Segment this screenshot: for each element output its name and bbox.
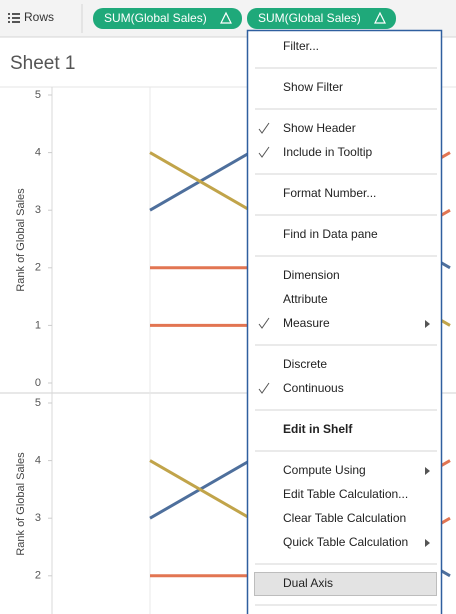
menu-item-label: Edit Table Calculation...: [283, 487, 408, 501]
menu-item[interactable]: Filter...: [283, 39, 319, 53]
menu-item-label: Compute Using: [283, 463, 366, 477]
submenu-arrow: [425, 320, 430, 328]
menu-item-label: Find in Data pane: [283, 227, 378, 241]
pill-background: [247, 8, 396, 29]
context-menu: Filter... Show Filter Show Header Include i…: [246, 29, 443, 614]
menu-item-label: Measure: [283, 316, 330, 330]
check-mark: [258, 146, 270, 158]
menu-item[interactable]: Dimension: [283, 268, 340, 282]
menu-item[interactable]: Show Header: [258, 121, 356, 135]
y-tick-label: 4: [35, 147, 41, 159]
pill-delta-icon: [374, 11, 386, 24]
menu-item[interactable]: Discrete: [283, 357, 327, 371]
menu-item[interactable]: Edit in Shelf: [283, 422, 353, 436]
menu-item-label: Filter...: [283, 39, 319, 53]
check-mark: [258, 382, 270, 394]
y-tick-label: 0: [35, 377, 41, 389]
menu-item[interactable]: Dual Axis: [254, 572, 437, 596]
shelf-pill[interactable]: SUM(Global Sales): [247, 8, 396, 29]
y-axis-title: Rank of Global Sales: [15, 188, 27, 292]
check-mark: [258, 317, 270, 329]
menu-item[interactable]: Find in Data pane: [283, 227, 378, 241]
menu-item-label: Edit in Shelf: [283, 422, 353, 436]
y-tick-label: 1: [35, 319, 41, 331]
menu-item-label: Discrete: [283, 357, 327, 371]
menu-item[interactable]: Include in Tooltip: [258, 145, 373, 159]
y-tick-label: 3: [35, 204, 41, 216]
menu-item-label: Dual Axis: [283, 576, 333, 590]
y-tick-label: 2: [35, 262, 41, 274]
menu-item[interactable]: Attribute: [283, 292, 328, 306]
check-mark: [258, 122, 270, 134]
y-tick-label: 3: [35, 512, 41, 524]
menu-item[interactable]: Clear Table Calculation: [283, 511, 406, 525]
pill-delta-icon: [220, 11, 232, 24]
y-tick-label: 5: [35, 89, 41, 101]
menu-item-highlight: [254, 572, 437, 596]
menu-item-label: Attribute: [283, 292, 328, 306]
menu-item[interactable]: Show Filter: [283, 80, 343, 94]
sheet-title: Sheet 1: [10, 53, 76, 74]
submenu-arrow: [425, 467, 430, 475]
menu-item-label: Format Number...: [283, 186, 376, 200]
shelf-label: Rows: [24, 10, 54, 24]
menu-item[interactable]: Format Number...: [283, 186, 376, 200]
y-tick-label: 4: [35, 455, 41, 467]
pill-background: [93, 8, 242, 29]
menu-item-label: Clear Table Calculation: [283, 511, 406, 525]
pill-label: SUM(Global Sales): [104, 11, 207, 25]
menu-item-label: Quick Table Calculation: [283, 535, 408, 549]
menu-item[interactable]: Compute Using: [283, 463, 430, 477]
menu-item[interactable]: Continuous: [258, 381, 344, 395]
submenu-arrow: [425, 539, 430, 547]
shelf-pill[interactable]: SUM(Global Sales): [93, 8, 242, 29]
pill-label: SUM(Global Sales): [258, 11, 361, 25]
menu-box: [246, 29, 443, 614]
menu-item-label: Include in Tooltip: [283, 145, 373, 159]
menu-item[interactable]: Measure: [258, 316, 430, 330]
menu-item-label: Dimension: [283, 268, 340, 282]
menu-item-label: Show Header: [283, 121, 356, 135]
menu-item[interactable]: Edit Table Calculation...: [283, 487, 408, 501]
menu-item-label: Show Filter: [283, 80, 343, 94]
y-tick-label: 5: [35, 397, 41, 409]
rows-icon: [8, 13, 20, 23]
y-axis-title: Rank of Global Sales: [15, 452, 27, 556]
y-tick-label: 2: [35, 570, 41, 582]
menu-item[interactable]: Quick Table Calculation: [283, 535, 430, 549]
menu-item-label: Continuous: [283, 381, 344, 395]
